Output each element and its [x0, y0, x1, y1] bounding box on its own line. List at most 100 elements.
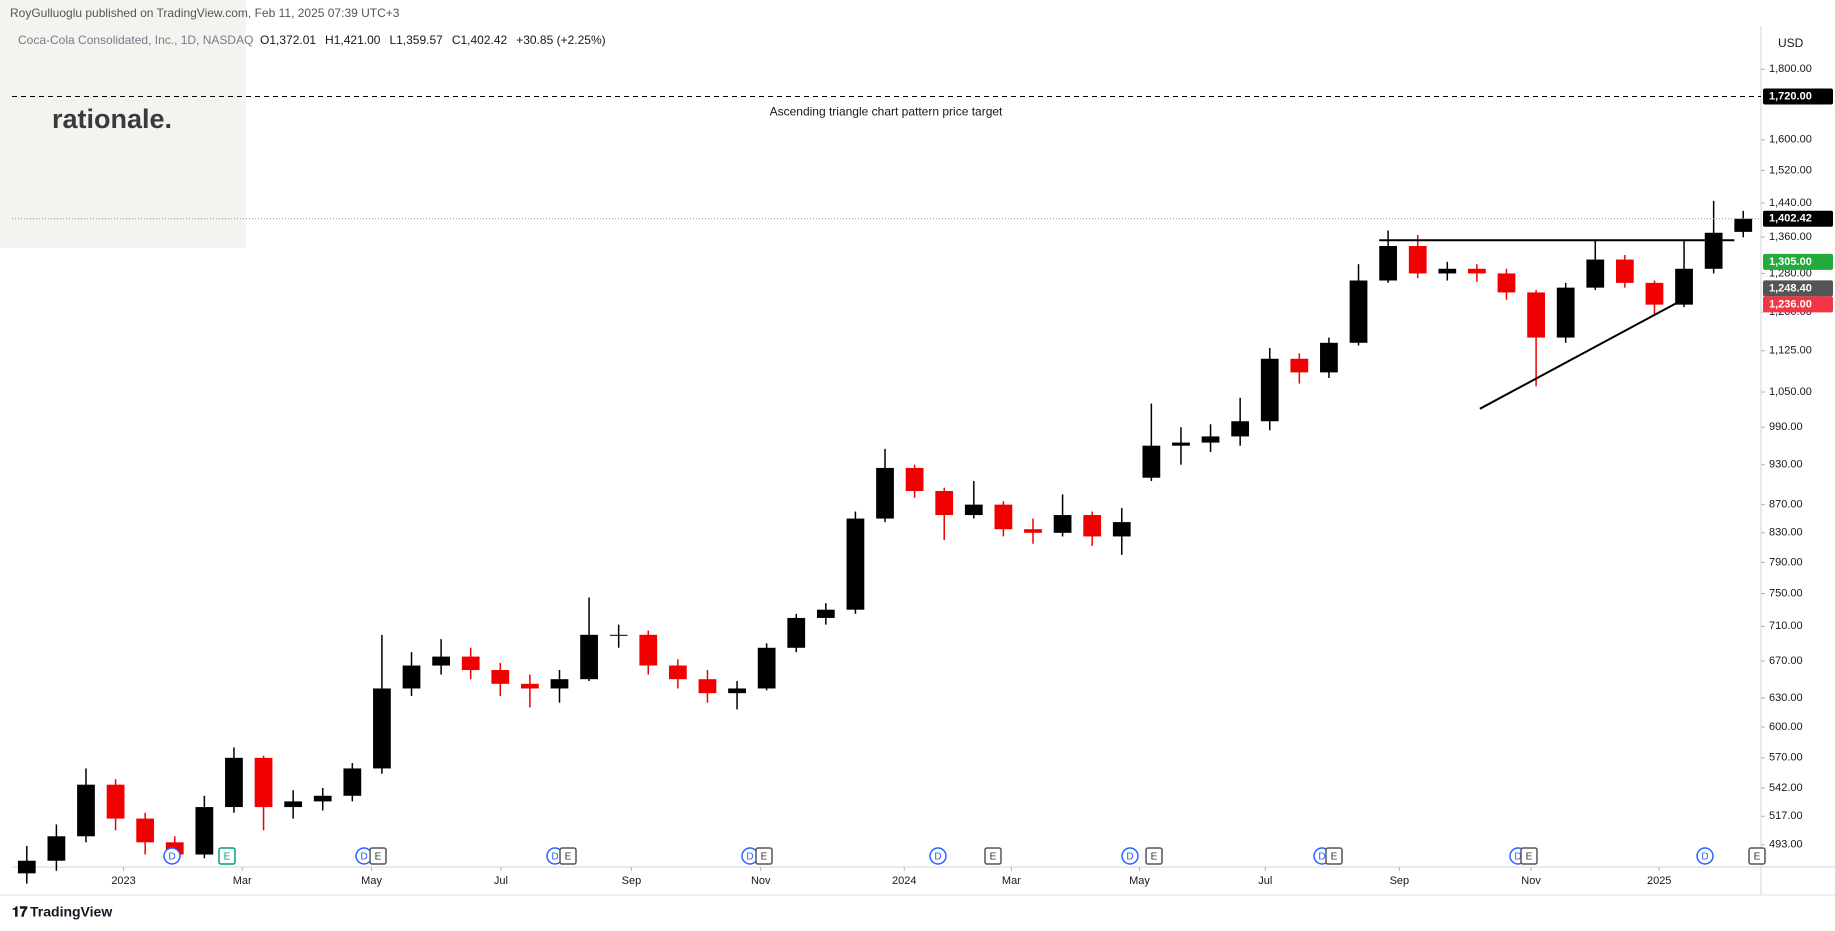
price-label: 1,402.42: [1769, 213, 1812, 225]
x-tick-label: 2025: [1647, 875, 1671, 887]
legend-value: L1,359.57: [389, 33, 443, 47]
event-marker: [163, 847, 181, 865]
candle-body: [757, 647, 776, 689]
x-tick-label: Mar: [233, 875, 252, 887]
candle-body: [1379, 246, 1397, 281]
candle-body: [1645, 282, 1664, 305]
y-tick-label: 542.00: [1769, 782, 1803, 794]
candle-body: [343, 768, 362, 796]
candle-body: [1734, 218, 1753, 232]
annotation: Ascending triangle chart pattern price t…: [770, 105, 1003, 119]
event-label: D: [1701, 852, 1708, 863]
price-label-bg: [1763, 210, 1833, 227]
event-label: E: [375, 852, 382, 863]
price-label: 1,248.40: [1769, 282, 1812, 294]
candle-body: [668, 665, 687, 680]
event-label: E: [1151, 852, 1158, 863]
legend-value: O1,372.01: [260, 33, 316, 47]
x-tick-label: 2024: [892, 875, 916, 887]
price-label-bg: [1763, 88, 1833, 105]
candle-body: [1231, 421, 1250, 437]
candle-body: [1320, 342, 1338, 373]
candle-body: [994, 504, 1013, 530]
x-tick-label: Mar: [1002, 875, 1021, 887]
y-tick-label: 1,800.00: [1769, 63, 1812, 75]
y-tick-label: 517.00: [1769, 810, 1803, 822]
candle-body: [1468, 268, 1486, 274]
currency: USD: [1778, 36, 1804, 50]
y-tick-label: 830.00: [1769, 527, 1803, 539]
candle-body: [284, 801, 303, 808]
candle-body: [373, 688, 391, 769]
y-tick-label: 570.00: [1769, 752, 1803, 764]
candle-body: [254, 757, 273, 808]
event-label: E: [990, 852, 997, 863]
candle-body: [402, 665, 421, 689]
x-tick-label: Nov: [1521, 875, 1541, 887]
price-label: 1,305.00: [1769, 256, 1812, 268]
candle-body: [136, 818, 155, 843]
x-tick-label: Jul: [494, 875, 508, 887]
candle-body: [1349, 280, 1368, 343]
x-tick-label: Jul: [1258, 875, 1272, 887]
event-label: D: [1126, 852, 1133, 863]
x-tick-label: 2023: [111, 875, 135, 887]
candle-body: [1024, 529, 1042, 533]
x-tick-label: Sep: [622, 875, 642, 887]
event-label: E: [565, 852, 572, 863]
candle-body: [1497, 273, 1516, 293]
event-label: D: [1514, 852, 1521, 863]
y-tick-label: 1,050.00: [1769, 386, 1812, 398]
candle-body: [964, 504, 983, 516]
candle-body: [1290, 358, 1309, 373]
event-label: D: [360, 852, 367, 863]
candle-body: [17, 860, 36, 874]
candle-body: [550, 679, 569, 689]
y-tick-label: 1,440.00: [1769, 197, 1812, 209]
candle-body: [1527, 292, 1545, 338]
event-marker: [984, 847, 1002, 865]
candle-body: [609, 634, 628, 636]
candle-body: [1260, 358, 1279, 422]
price-label-bg: [1763, 280, 1833, 297]
logo-box: [0, 0, 246, 248]
event-label: D: [551, 852, 558, 863]
event-marker: [218, 847, 236, 865]
legend-value: +30.85 (+2.25%): [516, 33, 605, 47]
candle-body: [1172, 442, 1190, 446]
y-tick-label: 1,125.00: [1769, 345, 1812, 357]
candle-body: [195, 807, 214, 855]
candle-body: [1408, 246, 1427, 274]
candle-body: [1112, 522, 1131, 537]
event-marker: [929, 847, 947, 865]
event-label: E: [1754, 852, 1761, 863]
candle-body: [77, 784, 95, 837]
candle-body: [47, 836, 66, 861]
event-marker: [1748, 847, 1766, 865]
price-label: 1,236.00: [1769, 298, 1812, 310]
event-marker: [1325, 847, 1343, 865]
y-tick-label: 710.00: [1769, 620, 1803, 632]
candle-body: [846, 518, 865, 610]
legend-value: H1,421.00: [325, 33, 381, 47]
trend-line: [1479, 294, 1691, 410]
candle-body: [461, 656, 480, 671]
event-label: E: [1526, 852, 1533, 863]
candle-body: [1083, 515, 1102, 537]
candle-body: [876, 467, 894, 519]
candle-body: [1053, 515, 1072, 533]
candle-body: [580, 634, 598, 680]
candle-body: [1556, 287, 1575, 338]
y-tick-label: 1,280.00: [1769, 267, 1812, 279]
event-marker: [1520, 847, 1538, 865]
candle-body: [935, 491, 954, 516]
event-marker: [369, 847, 387, 865]
y-tick-label: 1,520.00: [1769, 164, 1812, 176]
candle-body: [1704, 232, 1723, 269]
y-tick-label: 600.00: [1769, 721, 1803, 733]
candle-body: [698, 679, 717, 694]
candle-body: [728, 688, 746, 694]
price-label-bg: [1763, 253, 1833, 270]
candle-body: [1615, 259, 1634, 283]
